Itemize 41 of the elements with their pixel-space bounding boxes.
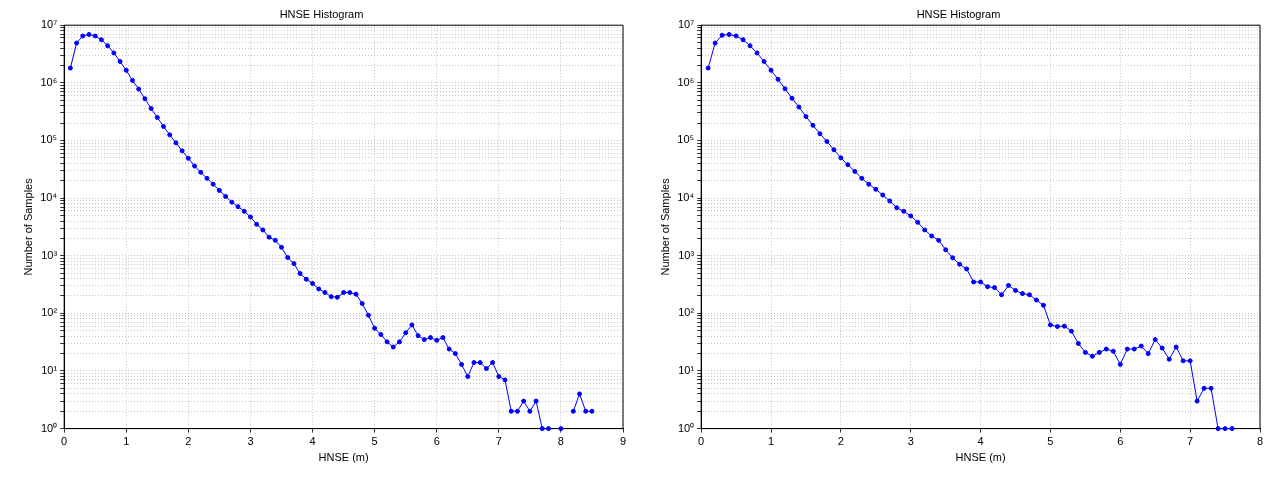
x-tick-label: 1	[123, 435, 130, 448]
y-tick-label: 10⁵	[40, 133, 58, 146]
y-tick-label: 10²	[678, 306, 695, 319]
x-tick-label: 6	[433, 435, 440, 448]
y-axis-title: Number of Samples	[658, 177, 671, 276]
x-tick-label: 7	[495, 435, 502, 448]
x-axis-title: HNSE (m)	[955, 451, 1006, 464]
x-tick-label: 2	[837, 435, 844, 448]
x-tick-label: 9	[619, 435, 627, 448]
x-tick-label: 4	[309, 435, 316, 448]
x-tick-label: 4	[977, 435, 984, 448]
x-tick-label: 8	[557, 435, 564, 448]
x-tick-label: 1	[767, 435, 775, 448]
y-tick-label: 10⁷	[677, 18, 695, 31]
y-tick-label: 10³	[678, 248, 695, 261]
x-tick-label: 8	[1256, 435, 1264, 448]
x-axis-title: HNSE (m)	[318, 451, 369, 464]
y-tick-label: 10⁵	[677, 133, 695, 146]
y-tick-label: 10⁷	[40, 18, 58, 31]
y-tick-label: 10⁴	[677, 191, 695, 204]
y-tick-label: 10³	[41, 248, 58, 261]
x-tick-label: 0	[61, 435, 68, 448]
y-tick-label: 10⁰	[40, 421, 58, 434]
y-tick-label: 10⁶	[677, 75, 695, 88]
y-tick-label: 10⁰	[677, 421, 695, 434]
x-tick-label: 2	[185, 435, 192, 448]
x-tick-label: 7	[1187, 435, 1194, 448]
y-tick-label: 10¹	[678, 364, 695, 376]
x-tick-label: 0	[698, 435, 705, 448]
x-tick-label: 6	[1117, 435, 1124, 448]
chart-title: HNSE Histogram	[279, 7, 364, 20]
y-tick-label: 10¹	[41, 364, 58, 376]
y-axis-title: Number of Samples	[21, 177, 34, 276]
x-tick-label: 5	[371, 435, 378, 448]
y-tick-label: 10⁶	[40, 75, 58, 88]
y-tick-label: 10⁴	[40, 191, 58, 204]
y-tick-label: 10²	[41, 306, 58, 319]
chart-title: HNSE Histogram	[916, 7, 1001, 20]
x-tick-label: 5	[1047, 435, 1054, 448]
x-tick-label: 3	[247, 435, 254, 448]
x-tick-label: 3	[907, 435, 914, 448]
